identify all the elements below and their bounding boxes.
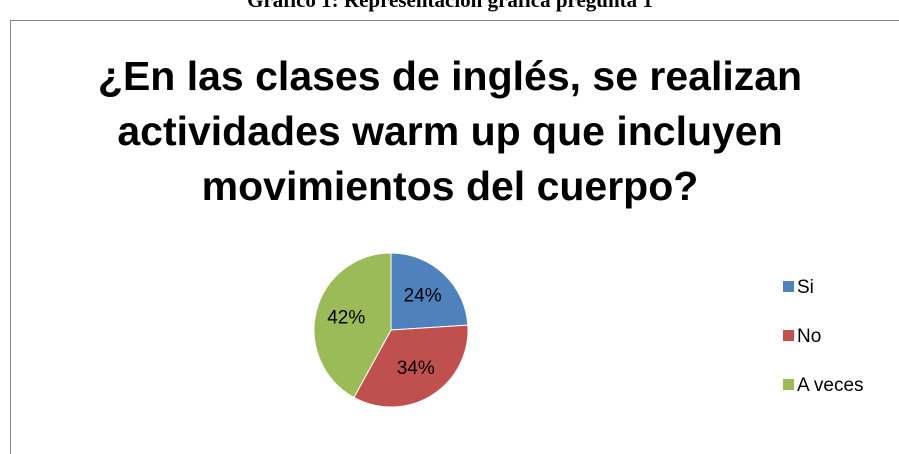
legend-label: A veces bbox=[797, 375, 864, 396]
pie-slice bbox=[390, 252, 469, 331]
chart-border bbox=[10, 20, 899, 454]
chart-title: ¿En las clases de inglés, se realizan bbox=[98, 53, 802, 99]
legend-label: No bbox=[797, 326, 821, 347]
legend-swatch bbox=[783, 330, 794, 341]
legend-label: Si bbox=[797, 277, 814, 298]
legend-swatch bbox=[783, 379, 794, 390]
pie-slice bbox=[313, 252, 392, 399]
chart-title: actividades warm up que incluyen bbox=[117, 108, 782, 154]
legend-swatch bbox=[783, 281, 794, 292]
data-label: 34% bbox=[397, 358, 435, 379]
chart-title: movimientos del cuerpo? bbox=[202, 163, 699, 209]
data-label: 42% bbox=[327, 308, 365, 329]
data-label: 24% bbox=[404, 285, 442, 306]
caption: Gráfico 1: Representación gráfica pregun… bbox=[247, 0, 653, 12]
